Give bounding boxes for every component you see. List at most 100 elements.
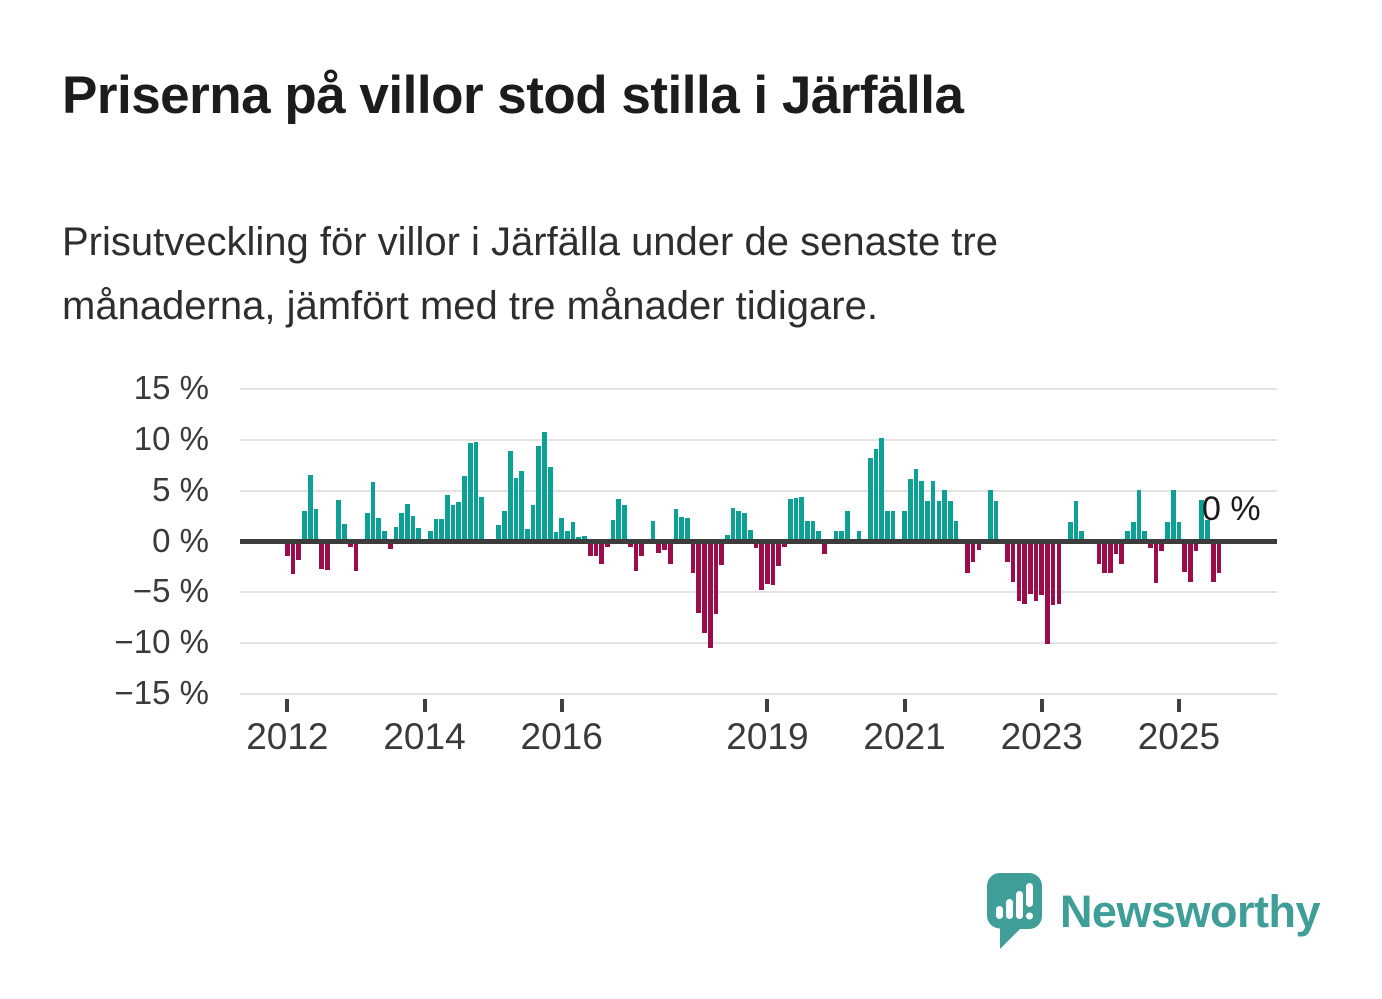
bar-positive: [1176, 522, 1182, 542]
bar-positive: [525, 529, 530, 542]
zero-baseline: [240, 539, 1277, 544]
bar-positive: [725, 535, 730, 542]
bar-positive: [496, 525, 502, 542]
bar-positive: [679, 517, 685, 542]
x-axis-tick: [422, 699, 427, 712]
x-axis-tick: [1176, 699, 1181, 712]
bar-positive: [610, 520, 616, 542]
bar-negative: [1107, 541, 1113, 574]
bar-negative: [296, 541, 302, 560]
bar-positive: [507, 451, 513, 542]
bar-positive: [907, 479, 913, 542]
bar-positive: [816, 531, 822, 542]
bar-positive: [565, 531, 570, 542]
bar-positive: [879, 437, 885, 542]
bar-negative: [347, 541, 353, 547]
bar-positive: [1170, 489, 1176, 542]
bar-positive: [616, 498, 622, 542]
bar-negative: [290, 541, 296, 575]
bar-negative: [587, 541, 593, 556]
bar-positive: [336, 499, 342, 542]
bar-positive: [519, 471, 524, 542]
bar-positive: [890, 511, 896, 542]
bar-positive: [462, 476, 467, 542]
bar-positive: [936, 500, 942, 542]
bar-positive: [919, 480, 925, 542]
bar-positive: [747, 530, 753, 542]
bar-negative: [713, 541, 719, 614]
bar-positive: [1130, 522, 1136, 542]
bar-negative: [656, 541, 662, 553]
bar-negative: [1033, 541, 1039, 602]
bar-positive: [479, 496, 484, 542]
gridline: [240, 693, 1277, 695]
bar-positive: [1073, 500, 1079, 542]
bar-positive: [913, 469, 919, 542]
x-axis-year-label: 2016: [520, 716, 603, 757]
bar-positive: [1067, 522, 1073, 542]
y-axis-label: −5 %: [132, 572, 209, 610]
bar-positive: [810, 521, 816, 542]
bar-negative: [1045, 541, 1050, 645]
bar-positive: [845, 511, 850, 542]
subtitle: Prisutveckling för villor i Järfälla und…: [62, 210, 1242, 338]
bar-negative: [1022, 541, 1027, 604]
bar-positive: [405, 503, 410, 542]
bar-negative: [759, 541, 765, 591]
bar-positive: [685, 518, 690, 542]
bar-negative: [1016, 541, 1022, 602]
y-axis-label: −15 %: [114, 674, 210, 711]
x-axis-tick: [902, 699, 907, 712]
brand-footer: Newsworthy: [986, 870, 1321, 954]
bar-negative: [1010, 541, 1016, 583]
newsworthy-logo-icon: [986, 873, 1042, 949]
bar-positive: [582, 536, 587, 542]
bar-positive: [439, 519, 444, 542]
bar-positive: [930, 480, 936, 542]
x-axis-tick: [559, 699, 564, 712]
brand-name: Newsworthy: [1059, 886, 1321, 937]
bar-negative: [1187, 541, 1193, 583]
bar-negative: [690, 541, 696, 574]
bar-positive: [839, 531, 845, 542]
bar-positive: [873, 448, 879, 542]
x-axis-year-label: 2023: [1000, 716, 1083, 757]
bar-positive: [1125, 531, 1130, 542]
bar-positive: [456, 501, 462, 542]
y-axis-label: 5 %: [152, 470, 209, 508]
bar-positive: [793, 497, 799, 542]
bar-negative: [325, 541, 330, 570]
headline: Priserna på villor stod stilla i Järfäll…: [62, 66, 964, 125]
bar-negative: [627, 541, 633, 547]
bar-positive: [833, 531, 839, 542]
x-axis-tick: [285, 699, 290, 712]
x-axis-year-label: 2021: [863, 716, 946, 757]
bar-positive: [856, 531, 862, 542]
bar-positive: [410, 516, 416, 542]
bar-positive: [570, 522, 576, 542]
y-axis-label: 15 %: [133, 369, 209, 406]
bar-positive: [445, 494, 450, 542]
bar-negative: [976, 541, 982, 550]
latest-value-annotation: 0 %: [1202, 490, 1261, 528]
bar-negative: [765, 541, 770, 585]
bar-negative: [822, 541, 827, 554]
bar-positive: [1136, 489, 1142, 542]
bar-positive: [433, 519, 439, 542]
bar-negative: [599, 541, 604, 564]
bar-positive: [787, 498, 793, 542]
bar-negative: [1147, 541, 1153, 548]
bar-negative: [639, 541, 645, 556]
bar-positive: [925, 500, 930, 542]
bar-negative: [1113, 541, 1119, 554]
bar-negative: [776, 541, 782, 566]
bar-positive: [313, 508, 319, 542]
bar-positive: [1205, 520, 1210, 542]
subtitle-line-2: månaderna, jämfört med tre månader tidig…: [62, 284, 878, 328]
bar-positive: [513, 478, 519, 542]
bar-positive: [1199, 499, 1205, 542]
bar-positive: [502, 511, 507, 542]
x-axis-year-label: 2014: [383, 716, 466, 757]
bar-positive: [902, 511, 907, 542]
